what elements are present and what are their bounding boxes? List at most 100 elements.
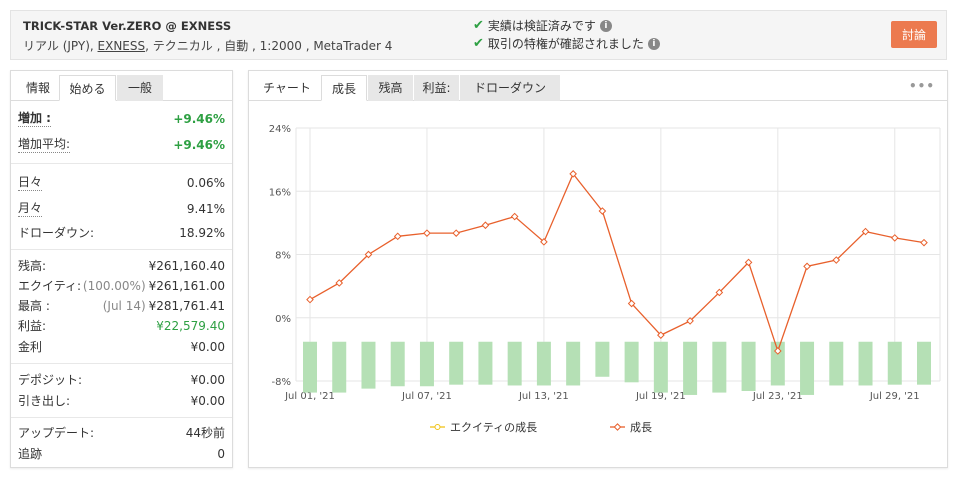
bar <box>800 341 815 395</box>
growth-point <box>540 238 548 246</box>
check-icon: ✔ <box>473 18 484 33</box>
abs-gain-row: 増加平均: +9.46% <box>18 136 225 154</box>
interest-value: ¥0.00 <box>190 340 225 354</box>
withdrawals-row: 引き出し: ¥0.00 <box>18 392 225 410</box>
interest-row: 金利 ¥0.00 <box>18 338 225 356</box>
monthly-row: 月々 9.41% <box>18 200 225 218</box>
bar <box>829 341 844 386</box>
daily-label[interactable]: 日々 <box>18 175 43 191</box>
monthly-value: 9.41% <box>186 202 225 216</box>
y-tick-label: -8% <box>272 377 291 388</box>
privileges-text: 取引の特権が確認されました <box>487 37 644 51</box>
profit-value: ¥22,579.40 <box>156 319 225 333</box>
drawdown-label: ドローダウン: <box>18 226 95 240</box>
growth-point <box>832 256 841 264</box>
info-icon[interactable]: i <box>599 19 612 32</box>
daily-value: 0.06% <box>186 176 225 190</box>
tab-balance[interactable]: 残高 <box>368 75 413 101</box>
daily-row: 日々 0.06% <box>18 174 225 192</box>
x-tick-label: Jul 19, '21 <box>635 391 686 402</box>
equity-percent: (100.00%) <box>82 279 146 293</box>
account-header: TRICK-STAR Ver.ZERO @ EXNESS リアル (JPY), … <box>10 10 947 60</box>
chart-panel: チャート 成長 残高 利益: ドローダウン ••• 24% 16% 8% 0% -8% J… <box>248 70 948 468</box>
growth-chart: 24% 16% 8% 0% -8% Jul 01, '21 Jul 07, '21 Jul 1… <box>269 124 941 434</box>
legend-equity-marker <box>434 424 441 430</box>
tab-general[interactable]: 一般 <box>117 75 163 101</box>
growth-point <box>569 170 577 178</box>
highest-label: 最高 : <box>18 299 50 313</box>
growth-point <box>423 229 431 237</box>
bar <box>683 341 698 395</box>
broker-link[interactable]: EXNESS <box>97 39 146 53</box>
bar <box>712 341 727 393</box>
tab-drawdown[interactable]: ドローダウン <box>460 75 560 101</box>
x-tick-label: Jul 23, '21 <box>752 391 803 402</box>
tab-chart[interactable]: チャート <box>263 81 311 95</box>
tab-start[interactable]: 始める <box>59 75 116 101</box>
highest-value: ¥281,761.41 <box>148 299 225 313</box>
discuss-button[interactable]: 討論 <box>891 21 937 48</box>
gain-value: +9.46% <box>173 112 225 126</box>
bar <box>449 341 464 385</box>
y-tick-label: 16% <box>269 187 291 198</box>
growth-point <box>773 347 782 355</box>
account-title: TRICK-STAR Ver.ZERO @ EXNESS <box>23 19 232 33</box>
bar <box>624 341 639 383</box>
balance-value: ¥261,160.40 <box>148 259 225 273</box>
balance-row: 残高: ¥261,160.40 <box>18 257 225 275</box>
withdrawals-value: ¥0.00 <box>190 394 225 408</box>
divider <box>11 163 232 164</box>
drawdown-value: 18.92% <box>179 226 225 240</box>
updated-row: アップデート: 44秒前 <box>18 424 225 442</box>
tab-info[interactable]: 情報 <box>25 81 50 95</box>
updated-value: 44秒前 <box>185 426 225 440</box>
x-tick-label: Jul 01, '21 <box>284 391 335 402</box>
bar <box>917 341 931 385</box>
profit-label: 利益: <box>18 319 47 333</box>
check-icon: ✔ <box>473 36 484 51</box>
gain-row: 増加 : +9.46% <box>18 110 225 128</box>
abs-gain-label[interactable]: 増加平均: <box>18 137 71 153</box>
legend-growth-marker <box>613 423 622 431</box>
balance-label: 残高: <box>18 259 47 273</box>
growth-point <box>744 258 753 267</box>
deposits-value: ¥0.00 <box>190 373 225 387</box>
bar <box>419 341 434 387</box>
bar <box>595 341 610 377</box>
growth-point <box>803 262 811 271</box>
growth-point <box>627 299 636 308</box>
bar <box>858 341 873 386</box>
more-options-icon[interactable]: ••• <box>908 79 935 93</box>
bar <box>653 341 668 393</box>
profit-row: 利益: ¥22,579.40 <box>18 317 225 335</box>
x-tick-label: Jul 13, '21 <box>518 391 569 402</box>
highest-row: 最高 : (Jul 14) ¥281,761.41 <box>18 297 225 315</box>
monthly-label[interactable]: 月々 <box>18 201 43 217</box>
growth-line <box>309 172 925 353</box>
tab-growth[interactable]: 成長 <box>321 75 367 101</box>
highest-date: (Jul 14) <box>102 299 146 313</box>
growth-point <box>364 250 373 259</box>
interest-label: 金利 <box>18 340 43 354</box>
bar <box>361 341 376 389</box>
tab-profit[interactable]: 利益: <box>414 75 459 101</box>
gain-label[interactable]: 増加 : <box>18 111 51 127</box>
growth-point <box>657 331 665 339</box>
bar <box>741 341 756 391</box>
withdrawals-label: 引き出し: <box>18 394 71 408</box>
bar <box>390 341 405 387</box>
growth-point <box>686 317 694 325</box>
bar <box>887 341 902 385</box>
trading-privileges-verified: ✔ 取引の特権が確認されました i <box>473 35 660 52</box>
growth-point <box>861 227 870 236</box>
growth-point <box>890 234 899 242</box>
verified-text: 実績は検証済みです <box>487 19 596 33</box>
info-icon[interactable]: i <box>647 37 660 50</box>
tracking-value: 0 <box>217 447 225 461</box>
bar <box>478 341 493 385</box>
highest-value-group: (Jul 14) ¥281,761.41 <box>103 297 225 315</box>
bar <box>770 341 785 386</box>
chart-tabs: チャート 成長 残高 利益: ドローダウン <box>249 71 947 101</box>
growth-point <box>335 279 344 287</box>
equity-row: エクイティ: (100.00%) ¥261,161.00 <box>18 277 225 295</box>
